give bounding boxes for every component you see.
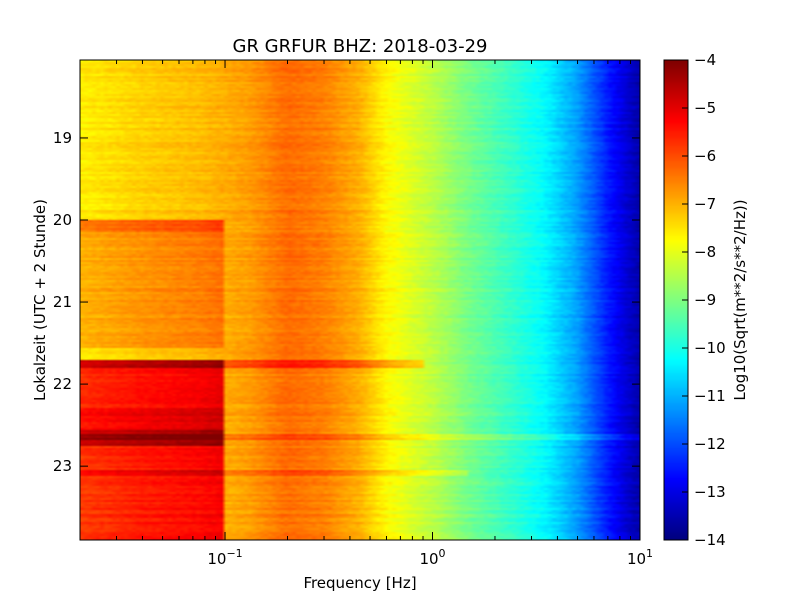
x-axis-ticks: 10−1 100 101 <box>116 60 653 568</box>
y-tick-label: 22 <box>53 375 72 393</box>
heatmap-area <box>79 59 641 541</box>
heatmap-image <box>80 60 640 540</box>
colorbar-tick-label: −8 <box>694 243 716 261</box>
colorbar-tick-label: −11 <box>694 387 726 405</box>
colorbar-tick-label: −13 <box>694 483 726 501</box>
plot-frame <box>79 59 641 541</box>
colorbar-tick-label: −7 <box>694 195 716 213</box>
colorbar-ticks: −4 −5 −6 −7 −8 −9 −10 −11 −12 −13 −14 <box>682 51 726 549</box>
y-axis-ticks: 19 20 21 22 23 <box>53 129 640 475</box>
colorbar-label: Log10(Sqrt(m**2/s**2/Hz)) <box>731 199 749 400</box>
colorbar-tick-label: −4 <box>694 51 716 69</box>
y-tick-label: 21 <box>53 293 72 311</box>
colorbar: −4 −5 −6 −7 −8 −9 −10 −11 −12 −13 −14 Log10(Sqrt(m… <box>663 51 749 549</box>
x-tick-label: 100 <box>419 547 445 568</box>
y-tick-label: 20 <box>53 211 72 229</box>
colorbar-tick-label: −12 <box>694 435 726 453</box>
colorbar-tick-label: −6 <box>694 147 716 165</box>
colorbar-tick-label: −14 <box>694 531 726 549</box>
y-tick-label: 19 <box>53 129 72 147</box>
colorbar-tick-label: −5 <box>694 99 716 117</box>
chart-title: GR GRFUR BHZ: 2018-03-29 <box>233 36 488 57</box>
y-axis-label: Lokalzeit (UTC + 2 Stunde) <box>31 199 49 401</box>
colorbar-tick-label: −9 <box>694 291 716 309</box>
y-tick-label: 23 <box>53 457 72 475</box>
x-tick-label: 101 <box>627 547 653 568</box>
x-axis-label: Frequency [Hz] <box>303 574 416 592</box>
colorbar-tick-label: −10 <box>694 339 726 357</box>
x-tick-label: 10−1 <box>207 547 242 568</box>
